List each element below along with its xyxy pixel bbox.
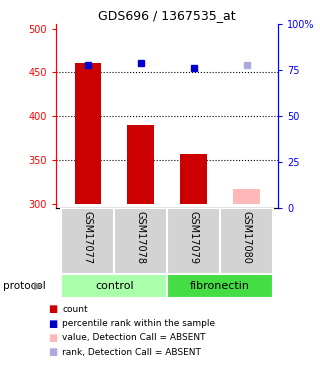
Text: rank, Detection Call = ABSENT: rank, Detection Call = ABSENT — [62, 348, 201, 357]
Bar — [114, 208, 167, 274]
Text: fibronectin: fibronectin — [190, 281, 250, 291]
Text: count: count — [62, 305, 88, 314]
Text: GSM17079: GSM17079 — [189, 211, 199, 264]
Text: control: control — [95, 281, 133, 291]
Text: GSM17078: GSM17078 — [136, 211, 146, 264]
Text: ■: ■ — [48, 347, 57, 357]
Text: GSM17080: GSM17080 — [242, 211, 252, 264]
Text: ■: ■ — [48, 333, 57, 343]
Bar — [167, 208, 220, 274]
Bar — [180, 154, 207, 204]
Text: ■: ■ — [48, 304, 57, 314]
Text: value, Detection Call = ABSENT: value, Detection Call = ABSENT — [62, 333, 206, 342]
Text: GSM17077: GSM17077 — [83, 211, 93, 264]
Title: GDS696 / 1367535_at: GDS696 / 1367535_at — [98, 9, 236, 22]
Bar — [61, 208, 114, 274]
Text: ■: ■ — [48, 319, 57, 328]
Text: percentile rank within the sample: percentile rank within the sample — [62, 319, 216, 328]
Bar — [127, 125, 154, 204]
Text: protocol: protocol — [3, 281, 46, 291]
Bar — [220, 208, 273, 274]
Bar — [75, 63, 101, 204]
Bar — [61, 274, 167, 298]
Bar — [233, 189, 260, 204]
Bar — [167, 274, 273, 298]
Text: ▶: ▶ — [34, 281, 42, 291]
